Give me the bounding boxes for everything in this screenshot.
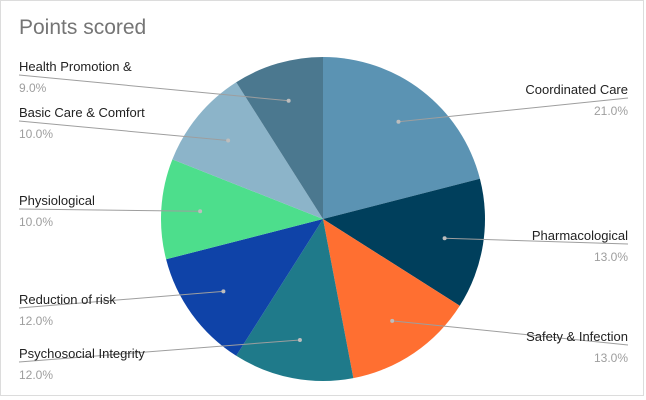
leader-dot-psychosocial-integrity: [297, 337, 302, 342]
slice-percent-psychosocial-integrity: 12.0%: [19, 368, 53, 382]
leader-dot-pharmacological: [442, 236, 447, 241]
pie-slice-reduction-of-risk: [166, 219, 323, 356]
pie-slice-safety-infection: [323, 219, 460, 379]
slice-percent-pharmacological: 13.0%: [594, 250, 628, 264]
slice-percent-coordinated-care: 21.0%: [594, 104, 628, 118]
leader-dot-reduction-of-risk: [221, 289, 226, 294]
leader-line-physiological: [18, 208, 201, 212]
slice-label-safety-infection: Safety & Infection: [526, 329, 628, 344]
leader-line-psychosocial-integrity: [18, 339, 300, 363]
leader-line-basic-care-comfort: [18, 120, 229, 142]
slice-percent-basic-care-comfort: 10.0%: [19, 127, 53, 141]
leader-line-health-promotion: [18, 74, 289, 102]
pie-slice-pharmacological: [323, 178, 486, 306]
leader-dot-physiological: [198, 209, 203, 214]
slice-percent-safety-infection: 13.0%: [594, 351, 628, 365]
leader-line-safety-infection: [392, 320, 629, 346]
slice-label-pharmacological: Pharmacological: [532, 228, 628, 243]
slice-percent-physiological: 10.0%: [19, 215, 53, 229]
slice-label-psychosocial-integrity: Psychosocial Integrity: [19, 346, 145, 361]
slice-label-health-promotion: Health Promotion &: [19, 59, 132, 74]
pie-slice-coordinated-care: [323, 57, 480, 219]
slice-label-reduction-of-risk: Reduction of risk: [19, 292, 116, 307]
pie-slice-physiological: [160, 159, 323, 260]
leader-dot-health-promotion: [286, 98, 291, 103]
leader-dot-safety-infection: [390, 318, 395, 323]
slice-percent-health-promotion: 9.0%: [19, 81, 47, 95]
slice-label-basic-care-comfort: Basic Care & Comfort: [19, 105, 145, 120]
chart-title: Points scored: [19, 16, 147, 39]
leader-line-pharmacological: [444, 237, 629, 245]
pie-slice-psychosocial-integrity: [236, 219, 354, 382]
pie-slice-basic-care-comfort: [172, 82, 323, 220]
slice-percent-reduction-of-risk: 12.0%: [19, 314, 53, 328]
leader-line-coordinated-care: [398, 97, 629, 123]
leader-line-reduction-of-risk: [18, 290, 224, 309]
slice-label-physiological: Physiological: [19, 193, 95, 208]
slice-label-coordinated-care: Coordinated Care: [525, 82, 628, 97]
leader-dot-basic-care-comfort: [226, 138, 231, 143]
leader-dot-coordinated-care: [396, 119, 401, 124]
